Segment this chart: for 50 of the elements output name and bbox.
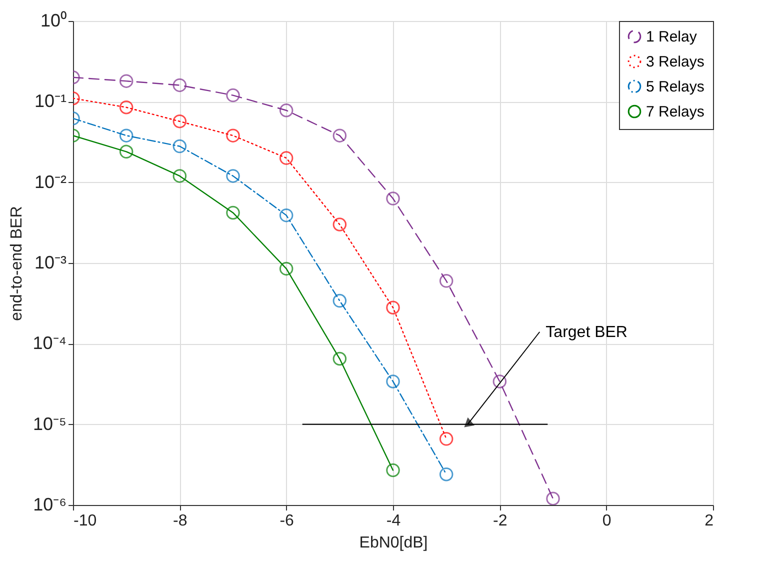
point (332, 128, 347, 142)
point (439, 274, 454, 288)
y-tick-label: 10⁻⁵ (33, 414, 66, 434)
x-tick-label: 0 (602, 512, 612, 530)
y-tick-label: 10⁻³ (34, 252, 67, 272)
x-tick-label: -8 (173, 512, 188, 530)
point (119, 74, 134, 88)
legend-label: 3 Relays (646, 54, 704, 70)
point (439, 432, 454, 446)
point (386, 463, 400, 478)
point (386, 374, 400, 388)
x-tick-label: -10 (74, 512, 97, 530)
point (226, 206, 240, 220)
x-axis-title: EbN0[dB] (359, 534, 428, 552)
y-tick-label: 10⁻¹ (34, 91, 67, 112)
point (332, 294, 347, 308)
point (439, 467, 454, 482)
point (226, 88, 240, 102)
point (226, 128, 240, 142)
point (546, 492, 560, 505)
x-tick-label: -2 (493, 512, 508, 530)
point (386, 300, 400, 314)
point (119, 100, 134, 114)
point (279, 104, 294, 118)
point (279, 208, 294, 222)
legend-label: 1 Relay (646, 28, 698, 46)
annotation: Target BER (546, 324, 628, 341)
legend-label: 7 Relays (646, 104, 704, 120)
point (172, 169, 187, 183)
point (119, 128, 134, 142)
point (332, 218, 347, 232)
x-tick-label: -4 (386, 512, 401, 530)
y-axis-title: end-to-end BER (8, 206, 26, 321)
y-tick-label: 10⁻⁶ (33, 494, 66, 514)
point (386, 192, 400, 206)
point (119, 144, 134, 159)
point (172, 139, 187, 154)
legend-label: 5 Relays (646, 78, 704, 96)
point (172, 78, 187, 92)
x-tick-label: 2 (704, 512, 714, 530)
y-tick-label: 10⁻⁴ (32, 333, 66, 354)
y-tick-label: 10⁻² (34, 172, 67, 192)
point (332, 352, 347, 366)
point (279, 262, 294, 276)
point (226, 169, 240, 183)
y-tick-label: 10⁰ (40, 10, 66, 30)
x-tick-label: -6 (280, 512, 294, 530)
point (172, 114, 187, 128)
point (279, 151, 294, 165)
point (492, 374, 507, 388)
